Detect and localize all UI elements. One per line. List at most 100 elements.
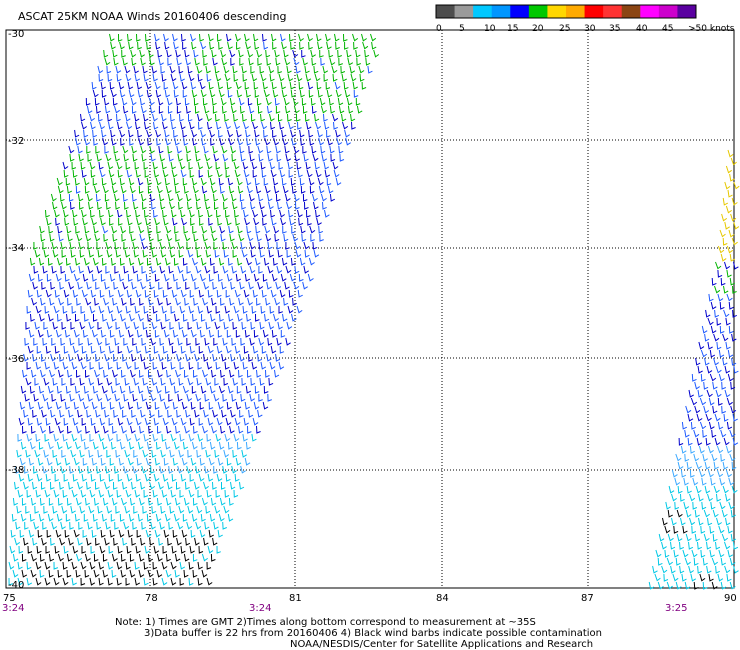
wind-barb	[684, 429, 690, 438]
wind-barb	[144, 417, 151, 426]
wind-barb	[56, 177, 63, 186]
wind-barb	[197, 561, 203, 570]
wind-barb	[240, 265, 247, 274]
wind-barb	[123, 521, 130, 530]
wind-barb	[216, 289, 222, 298]
wind-barb	[38, 441, 44, 450]
wind-barb	[732, 309, 737, 318]
wind-barb	[287, 113, 292, 122]
wind-barb	[119, 129, 126, 138]
wind-barb	[44, 577, 51, 586]
wind-barb	[233, 73, 239, 82]
wind-barb	[707, 493, 713, 502]
wind-barb	[97, 65, 104, 74]
wind-barb	[225, 209, 230, 218]
wind-barb	[148, 370, 153, 378]
wind-barb	[325, 33, 331, 42]
wind-barb	[283, 49, 289, 58]
wind-barb	[708, 293, 714, 302]
wind-barb	[251, 161, 258, 170]
wind-barb	[208, 33, 214, 42]
wind-barb	[119, 513, 125, 522]
wind-barb	[682, 525, 688, 534]
wind-barb	[257, 353, 263, 362]
wind-barb	[234, 121, 241, 130]
wind-barb	[111, 497, 118, 506]
wind-barb	[728, 325, 734, 334]
wind-barb	[35, 577, 42, 586]
wind-barb	[177, 393, 183, 402]
wind-barb	[172, 457, 178, 466]
wind-barb	[229, 233, 235, 242]
wind-barb	[226, 329, 232, 338]
wind-barb	[180, 169, 187, 178]
wind-barb	[141, 337, 147, 346]
wind-barb	[289, 33, 294, 42]
wind-barb	[728, 477, 735, 486]
wind-barb	[98, 113, 103, 122]
wind-barb	[198, 209, 204, 218]
wind-barb	[26, 577, 33, 586]
wind-barb	[224, 73, 231, 82]
wind-barb	[23, 409, 29, 418]
wind-barb	[157, 97, 164, 106]
wind-barb	[19, 401, 26, 410]
wind-barb	[126, 121, 133, 130]
wind-barb	[274, 49, 280, 58]
wind-barb	[248, 281, 254, 290]
wind-barb	[727, 373, 734, 382]
wind-barb	[198, 417, 204, 426]
wind-barb	[186, 241, 192, 250]
wind-barb	[230, 409, 236, 418]
wind-barb	[170, 305, 176, 314]
wind-barb	[123, 337, 128, 346]
wind-barb	[173, 129, 178, 138]
note-line: Note: 1) Times are GMT 2)Times along bot…	[115, 617, 536, 628]
wind-barb	[260, 305, 266, 314]
wind-barb	[41, 353, 46, 362]
wind-barb	[189, 289, 195, 298]
wind-barb	[176, 281, 182, 290]
wind-barb	[172, 33, 178, 42]
wind-barb	[25, 321, 30, 330]
wind-barb	[78, 521, 83, 530]
wind-barb	[209, 89, 216, 98]
wind-barb	[302, 281, 308, 290]
wind-barb	[309, 225, 316, 234]
wind-barb	[100, 457, 106, 466]
wind-barb	[62, 361, 69, 370]
wind-barb	[148, 297, 154, 306]
wind-barb	[61, 249, 67, 258]
wind-barb	[88, 377, 95, 386]
wind-barb	[112, 297, 118, 306]
wind-barb	[206, 577, 213, 586]
wind-barb	[163, 457, 169, 466]
wind-barb	[174, 569, 180, 578]
wind-barb	[17, 561, 23, 570]
wind-barb	[96, 337, 103, 346]
colorbar-swatch	[510, 5, 530, 18]
wind-barb	[282, 137, 289, 146]
wind-barb	[722, 357, 728, 366]
wind-barb	[138, 137, 145, 146]
wind-barb	[661, 541, 667, 550]
wind-barb	[689, 493, 696, 502]
wind-barb	[328, 97, 334, 106]
wind-barb	[219, 137, 225, 146]
wind-barb	[682, 549, 689, 558]
wind-barb	[696, 413, 703, 422]
wind-barb	[168, 394, 173, 402]
wind-barb	[142, 249, 148, 258]
wind-barb	[131, 193, 137, 202]
wind-barb	[89, 305, 96, 314]
wind-barb	[229, 297, 235, 306]
wind-barb	[45, 209, 50, 218]
wind-barb	[247, 233, 254, 242]
wind-barb	[100, 401, 106, 410]
wind-barb	[244, 217, 251, 226]
wind-barb	[702, 581, 708, 590]
wind-barb	[729, 173, 735, 182]
wind-barb	[177, 241, 184, 250]
wind-barb	[171, 289, 178, 298]
wind-barb	[180, 345, 186, 354]
